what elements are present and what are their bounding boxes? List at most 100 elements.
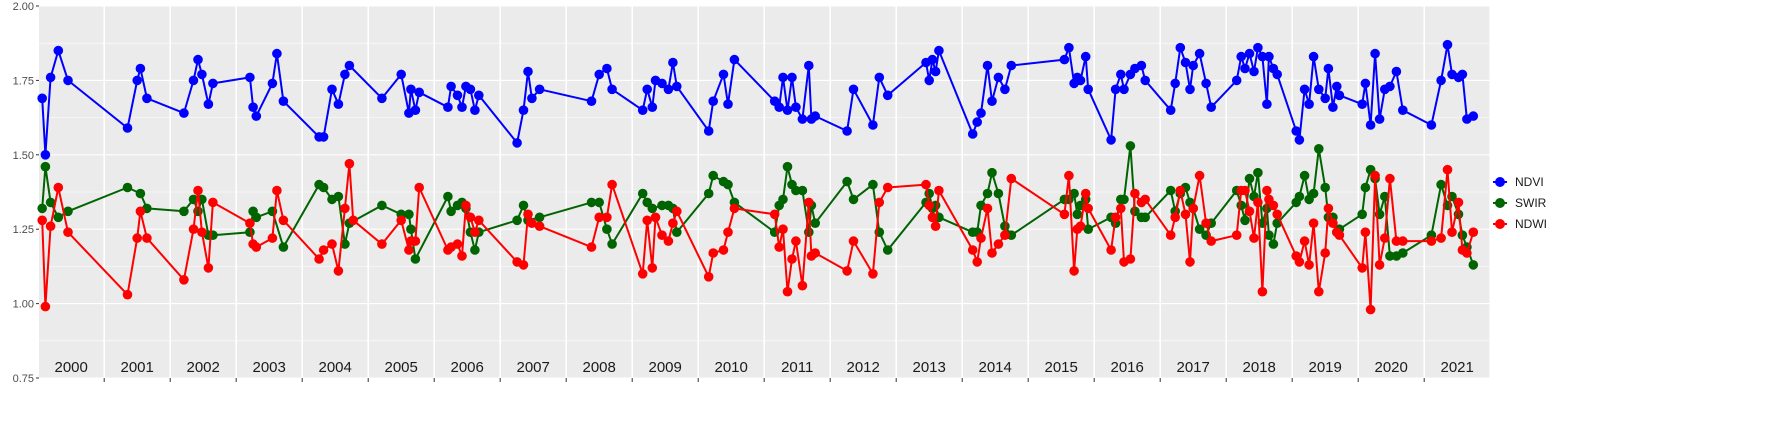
year-label-2004: 2004 bbox=[319, 359, 352, 376]
ndvi-point bbox=[203, 99, 214, 109]
ndwi-point bbox=[1272, 209, 1282, 220]
swir-point bbox=[1294, 191, 1305, 202]
ndvi-point bbox=[1323, 63, 1334, 74]
ndvi-point bbox=[672, 81, 682, 92]
swir-point bbox=[512, 215, 522, 226]
swir-point bbox=[868, 179, 878, 190]
year-label-2005: 2005 bbox=[385, 359, 418, 376]
ndwi-point bbox=[474, 215, 484, 226]
swir-point bbox=[810, 218, 820, 228]
ndwi-point bbox=[1380, 233, 1390, 243]
swir-point bbox=[1240, 215, 1250, 226]
ndvi-point bbox=[344, 60, 355, 71]
year-label-2015: 2015 bbox=[1045, 359, 1078, 376]
ndwi-point bbox=[470, 227, 480, 237]
ndvi-point bbox=[518, 105, 529, 115]
ndvi-point bbox=[703, 126, 714, 136]
ndwi-point bbox=[122, 289, 133, 300]
swir-point bbox=[602, 224, 612, 234]
ndvi-point bbox=[602, 63, 612, 74]
ndvi-point bbox=[318, 132, 329, 142]
swir-point bbox=[1125, 141, 1136, 151]
ndwi-point bbox=[135, 206, 146, 217]
swir-point bbox=[1360, 182, 1371, 193]
ndvi-point bbox=[1059, 54, 1070, 65]
ndvi-point bbox=[778, 72, 788, 83]
ndwi-point bbox=[1064, 170, 1074, 181]
swir-point bbox=[63, 206, 73, 217]
ndvi-point bbox=[457, 102, 467, 112]
ndwi-point bbox=[882, 182, 893, 193]
legend-key-point-ndvi bbox=[1495, 177, 1505, 187]
ndwi-point bbox=[1426, 236, 1437, 246]
ndvi-point bbox=[657, 78, 667, 89]
ndwi-point bbox=[1201, 218, 1211, 228]
legend-key-point-ndwi bbox=[1495, 219, 1505, 229]
ndvi-point bbox=[414, 87, 425, 98]
ndwi-point bbox=[993, 239, 1004, 249]
ndvi-point bbox=[1320, 93, 1330, 104]
ndwi-point bbox=[1059, 209, 1070, 220]
swir-point bbox=[647, 203, 658, 214]
year-label-2018: 2018 bbox=[1243, 359, 1276, 376]
ndvi-point bbox=[1304, 99, 1314, 109]
ndwi-point bbox=[1106, 245, 1116, 255]
ndwi-point bbox=[774, 242, 784, 252]
ndvi-point bbox=[1170, 78, 1180, 89]
swir-point bbox=[1253, 167, 1263, 178]
ndwi-point bbox=[924, 200, 934, 211]
swir-point bbox=[278, 242, 289, 252]
ndwi-point bbox=[930, 221, 941, 231]
legend-key-point-swir bbox=[1495, 198, 1505, 208]
swir-point bbox=[848, 194, 859, 205]
ndvi-point bbox=[1385, 81, 1395, 92]
ndwi-point bbox=[1360, 227, 1371, 237]
ndwi-point bbox=[1262, 185, 1272, 196]
swir-point bbox=[333, 191, 344, 202]
ndwi-point bbox=[518, 260, 529, 270]
ndwi-point bbox=[333, 266, 344, 276]
ndvi-point bbox=[245, 72, 255, 83]
ndwi-point bbox=[344, 158, 355, 169]
year-label-2002: 2002 bbox=[187, 359, 220, 376]
swir-point bbox=[1436, 179, 1446, 190]
ndvi-point bbox=[848, 84, 859, 95]
ndvi-point bbox=[993, 72, 1004, 83]
ndvi-point bbox=[663, 84, 674, 95]
ndwi-point bbox=[1323, 203, 1334, 214]
ndvi-point bbox=[607, 84, 617, 95]
ndvi-point bbox=[1249, 66, 1259, 77]
ndvi-point bbox=[340, 69, 350, 80]
ndwi-point bbox=[778, 224, 788, 234]
ndvi-point bbox=[1140, 75, 1150, 86]
ndwi-point bbox=[45, 221, 56, 231]
ndvi-point bbox=[934, 45, 944, 56]
ndwi-point bbox=[1240, 185, 1250, 196]
ndvi-point bbox=[1000, 84, 1010, 95]
ndwi-point bbox=[987, 248, 997, 258]
ndvi-point bbox=[1468, 111, 1479, 121]
ndvi-point bbox=[1314, 84, 1324, 95]
swir-point bbox=[534, 212, 545, 223]
ndvi-point bbox=[1264, 51, 1274, 62]
ndwi-point bbox=[1000, 230, 1010, 240]
swir-point bbox=[1236, 200, 1246, 211]
year-label-2006: 2006 bbox=[451, 359, 484, 376]
ndwi-point bbox=[1170, 212, 1180, 223]
ndvi-point bbox=[251, 111, 262, 121]
ndwi-point bbox=[1436, 233, 1446, 243]
swir-point bbox=[1268, 239, 1279, 249]
ndvi-point bbox=[135, 63, 146, 74]
ndvi-point bbox=[278, 96, 289, 106]
ndvi-point bbox=[1308, 51, 1319, 62]
ndvi-point bbox=[474, 90, 484, 101]
swir-point bbox=[882, 245, 893, 255]
ndvi-point bbox=[637, 105, 648, 115]
ndvi-point bbox=[842, 126, 852, 136]
swir-point bbox=[404, 209, 414, 220]
ndvi-point bbox=[512, 138, 522, 148]
swir-point bbox=[45, 197, 56, 208]
ndwi-point bbox=[1294, 257, 1305, 267]
year-label-2007: 2007 bbox=[517, 359, 550, 376]
ndwi-point bbox=[63, 227, 73, 237]
